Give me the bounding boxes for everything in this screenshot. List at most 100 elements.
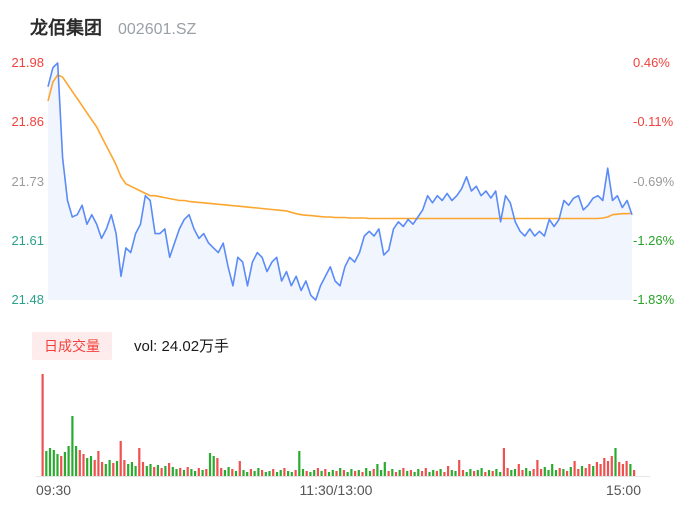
volume-bar — [592, 466, 595, 476]
volume-bar — [480, 468, 483, 476]
stock-code: 002601.SZ — [118, 21, 197, 38]
volume-bar — [506, 468, 509, 476]
volume-bar — [220, 468, 223, 476]
volume-bar — [380, 470, 383, 476]
volume-bar — [78, 450, 81, 476]
volume-bar — [614, 448, 617, 476]
volume-bar — [313, 470, 316, 476]
volume-bar — [365, 468, 368, 476]
volume-bar — [342, 470, 345, 476]
volume-bar — [67, 446, 70, 476]
volume-bar — [283, 468, 286, 476]
volume-bar — [242, 470, 245, 476]
volume-bar — [562, 469, 565, 476]
volume-bar — [101, 462, 104, 476]
volume-bar — [305, 471, 308, 476]
volume-bar — [52, 450, 55, 476]
volume-bar — [194, 471, 197, 476]
volume-bar — [45, 451, 48, 476]
volume-bar — [532, 469, 535, 476]
volume-bar — [320, 471, 323, 476]
volume-bar — [398, 470, 401, 476]
volume-bar — [93, 460, 96, 476]
volume-bar — [599, 464, 602, 476]
volume-bar — [517, 464, 520, 476]
volume-bar — [603, 458, 606, 476]
volume-header: 日成交量 vol: 24.02万手 — [32, 331, 229, 360]
volume-bar — [543, 467, 546, 476]
volume-bar — [130, 462, 133, 476]
volume-bar — [156, 465, 159, 476]
volume-bar — [253, 471, 256, 476]
volume-bar — [145, 466, 148, 476]
volume-bar — [577, 469, 580, 476]
volume-bar — [551, 464, 554, 476]
volume-bar — [346, 472, 349, 476]
volume-bar — [97, 451, 100, 476]
volume-bar — [316, 468, 319, 476]
volume-bar — [502, 448, 505, 476]
volume-bar — [499, 472, 502, 476]
volume-bar — [618, 462, 621, 476]
volume-bar — [554, 470, 558, 476]
volume-bar — [406, 471, 409, 476]
volume-bar — [595, 462, 598, 476]
volume-bar — [536, 460, 539, 476]
volume-bar — [309, 472, 312, 476]
volume-bar — [402, 468, 405, 476]
volume-bar — [48, 448, 52, 476]
price-area-fill — [48, 63, 632, 300]
volume-bar — [127, 464, 130, 476]
volume-bar — [420, 471, 424, 476]
volume-bar — [495, 469, 498, 476]
price-line — [47, 62, 633, 301]
volume-bar — [197, 468, 200, 476]
volume-bar — [238, 461, 241, 476]
volume-bar — [443, 472, 446, 476]
volume-bar — [223, 470, 226, 476]
volume-bar — [41, 374, 44, 476]
volume-bar — [275, 472, 279, 476]
percent-tick-label: -1.83% — [633, 292, 675, 307]
volume-bar — [621, 464, 624, 476]
volume-bar — [63, 452, 66, 476]
volume-bar — [186, 467, 189, 476]
volume-bar — [558, 468, 561, 476]
volume-bar — [138, 448, 141, 476]
header: 龙佰集团 002601.SZ — [30, 14, 196, 40]
percent-tick-label: -0.69% — [633, 173, 675, 189]
volume-bar — [383, 462, 386, 476]
price-tick-label: 21.86 — [11, 114, 44, 130]
volume-bar — [301, 469, 305, 476]
volume-bar — [71, 416, 74, 476]
volume-bar — [89, 456, 93, 476]
volume-bar — [584, 468, 587, 476]
volume-bar — [75, 446, 78, 476]
volume-bar — [201, 470, 204, 476]
volume-bar — [182, 470, 186, 476]
volume-bar — [569, 467, 572, 476]
volume-bar — [261, 470, 264, 476]
volume-bar — [104, 464, 107, 476]
volume-bar — [372, 469, 375, 476]
volume-bar — [327, 472, 331, 476]
volume-bar — [394, 472, 398, 476]
volume-bar — [115, 461, 119, 476]
volume-bar — [361, 472, 364, 476]
time-label-close: 15:00 — [605, 482, 641, 498]
volume-bar — [484, 472, 487, 476]
volume-bar — [391, 469, 394, 476]
volume-bar — [435, 471, 438, 476]
volume-bar — [473, 471, 476, 476]
volume-tab-badge[interactable]: 日成交量 — [32, 331, 112, 360]
volume-bar — [432, 470, 435, 476]
volume-bar — [231, 469, 234, 476]
volume-bar — [86, 458, 89, 476]
volume-bar — [171, 467, 174, 476]
volume-bar — [108, 460, 111, 476]
time-label-open: 09:30 — [36, 482, 72, 498]
volume-bar — [566, 471, 569, 476]
volume-bar — [629, 464, 632, 476]
volume-bar — [257, 468, 260, 476]
